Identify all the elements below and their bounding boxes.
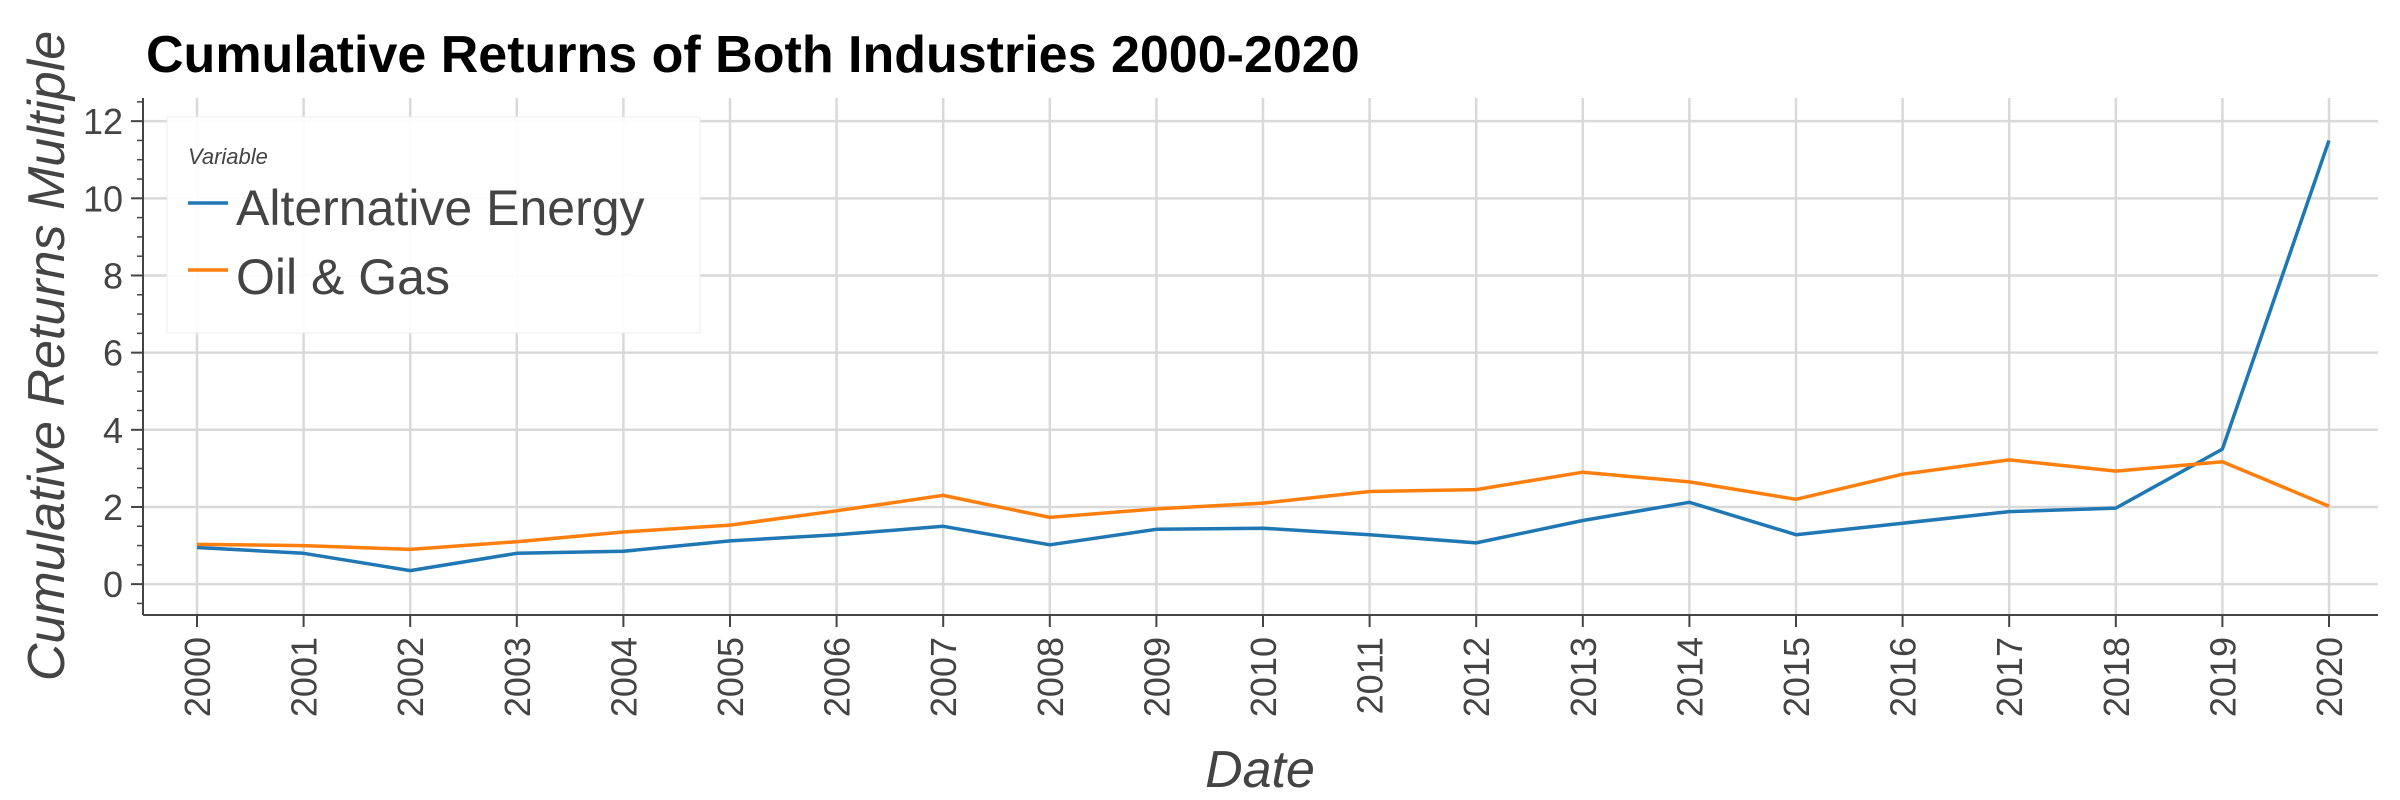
y-tick-label: 8	[103, 255, 123, 296]
legend: Variable Alternative Energy Oil & Gas	[166, 116, 701, 334]
chart-title: Cumulative Returns of Both Industries 20…	[146, 26, 1360, 84]
x-tick-label: 2004	[603, 637, 644, 717]
x-tick-label: 2000	[177, 637, 218, 717]
x-tick-label: 2017	[1989, 637, 2030, 717]
x-tick-label: 2003	[497, 637, 538, 717]
x-tick-label: 2002	[390, 637, 431, 717]
y-tick-label: 4	[103, 410, 123, 451]
x-tick-label: 2015	[1776, 637, 1817, 717]
y-tick-label: 12	[83, 101, 123, 142]
axes: 0 2 4 6 8 10 12 2000 2001 2002 2003 2004 2005 2006 200…	[83, 98, 2378, 717]
x-tick-label: 2009	[1136, 637, 1177, 717]
y-tick-label: 6	[103, 333, 123, 374]
legend-label-oil-and-gas: Oil & Gas	[236, 249, 450, 305]
y-tick-label: 10	[83, 178, 123, 219]
x-tick-label: 2006	[817, 637, 858, 717]
y-tick-label: 0	[103, 564, 123, 605]
y-tick-label: 2	[103, 487, 123, 528]
series-line-oil-and-gas	[196, 458, 2330, 552]
series-line-alternative-energy	[196, 139, 2331, 573]
x-tick-label: 2014	[1669, 637, 1710, 717]
x-axis-label: Date	[1205, 741, 1315, 799]
legend-label-alternative-energy: Alternative Energy	[236, 180, 645, 236]
x-tick-label: 2001	[284, 637, 325, 717]
legend-box	[166, 116, 701, 334]
x-tick-label: 2012	[1456, 637, 1497, 717]
x-tick-label: 2013	[1563, 637, 1604, 717]
x-tick-label: 2007	[923, 637, 964, 717]
x-tick-label: 2005	[710, 637, 751, 717]
x-tick-label: 2011	[1350, 637, 1391, 714]
x-tick-label: 2008	[1030, 637, 1071, 717]
x-tick-label: 2010	[1243, 637, 1284, 717]
legend-title: Variable	[188, 144, 268, 169]
y-axis-label: Cumulative Returns Multiple	[18, 31, 76, 681]
x-tick-label: 2019	[2202, 637, 2243, 717]
x-tick-label: 2020	[2309, 637, 2350, 717]
x-tick-label: 2016	[1883, 637, 1924, 717]
x-tick-label: 2018	[2096, 637, 2137, 717]
series-lines	[196, 139, 2331, 573]
